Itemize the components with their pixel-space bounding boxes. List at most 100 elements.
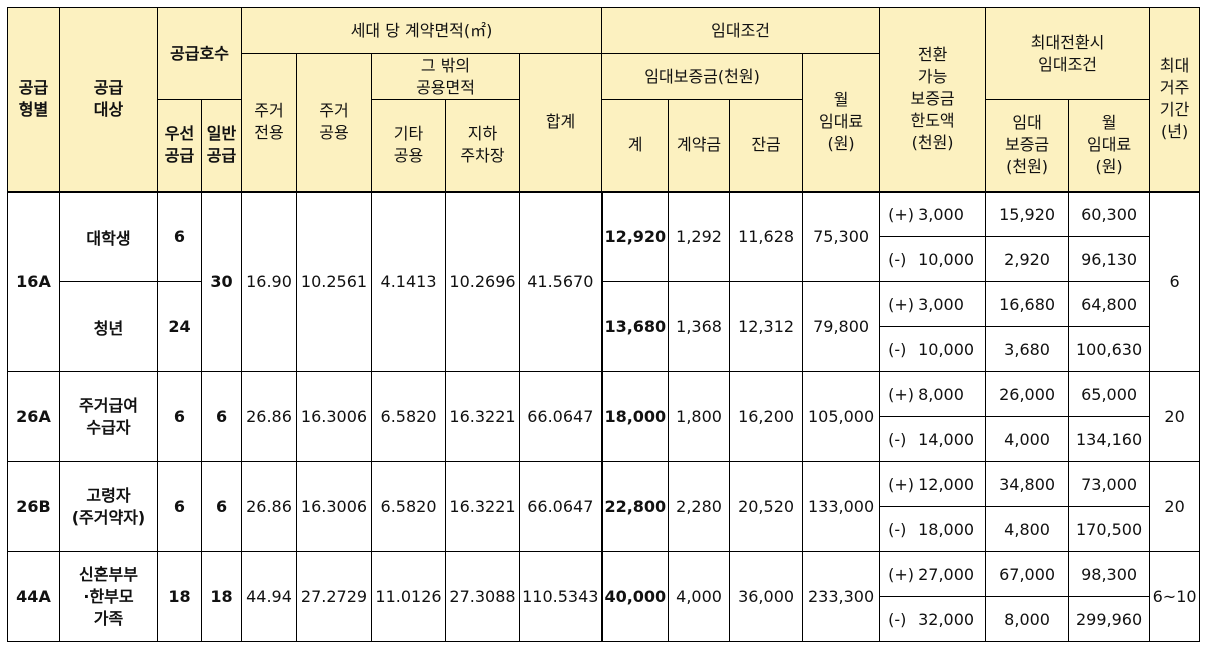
conversion-amount: 10,000 — [918, 249, 975, 269]
header-etc-common: 기타 공용 — [371, 99, 447, 192]
header-deposit-total: 계 — [601, 99, 670, 192]
cell-etc-common: 6.5820 — [371, 371, 447, 462]
cell-max-period: 20 — [1149, 371, 1201, 462]
cell-conversion-limit: (+) 27,000 — [879, 551, 987, 597]
cell-general: 6 — [200, 461, 243, 552]
cell-deposit-total: 13,680 — [600, 281, 670, 372]
cell-type: 26B — [7, 461, 60, 552]
conversion-sign: (+) — [888, 204, 914, 224]
table-body: 16A 대학생 6 30 16.90 10.2561 4.1413 10.269… — [7, 190, 1201, 642]
header-target: 공급 대상 — [59, 7, 158, 192]
conversion-amount: 18,000 — [918, 519, 975, 539]
conversion-amount: 10,000 — [918, 339, 975, 359]
cell-parking: 27.3088 — [445, 551, 521, 642]
cell-max-monthly: 98,300 — [1068, 551, 1151, 597]
header-deposit-balance: 잔금 — [729, 99, 804, 192]
conversion-sign: (-) — [888, 519, 907, 539]
header-monthly-rent: 월 임대료 (원) — [802, 53, 881, 192]
cell-max-deposit: 16,680 — [985, 281, 1070, 327]
table-row: (-) 32,000 8,000 299,960 — [8, 596, 1200, 642]
cell-max-deposit: 26,000 — [985, 371, 1070, 417]
cell-deposit-total: 40,000 — [600, 551, 670, 642]
cell-max-monthly: 73,000 — [1068, 461, 1151, 507]
cell-max-period: 6 — [1149, 190, 1201, 372]
cell-conversion-limit: (+) 12,000 — [879, 461, 987, 507]
cell-max-deposit: 2,920 — [985, 236, 1070, 282]
cell-parking: 10.2696 — [445, 190, 521, 372]
cell-deposit-balance: 36,000 — [729, 551, 804, 642]
cell-max-monthly: 170,500 — [1068, 506, 1151, 552]
cell-etc-common: 6.5820 — [371, 461, 447, 552]
header-deposit-contract: 계약금 — [668, 99, 731, 192]
table-row: 26A 주거급여 수급자 6 6 26.86 16.3006 6.5820 16.… — [7, 371, 1201, 462]
cell-conversion-limit: (-) 10,000 — [879, 236, 987, 282]
cell-priority: 18 — [157, 551, 202, 642]
cell-conversion-limit: (-) 14,000 — [879, 416, 987, 462]
cell-monthly-rent: 79,800 — [802, 281, 881, 372]
header-area-group: 세대 당 계약면적(㎡) — [241, 7, 603, 54]
cell-deposit-total: 18,000 — [600, 371, 670, 462]
cell-general: 18 — [200, 551, 243, 642]
cell-target: 청년 — [59, 281, 158, 372]
cell-max-monthly: 60,300 — [1068, 190, 1151, 237]
cell-max-deposit: 8,000 — [985, 596, 1070, 642]
cell-max-deposit: 4,800 — [985, 506, 1070, 552]
cell-max-period: 6~10 — [1149, 551, 1201, 642]
cell-target: 주거급여 수급자 — [59, 371, 158, 462]
cell-deposit-balance: 16,200 — [729, 371, 804, 462]
cell-deposit-contract: 1,292 — [668, 190, 731, 282]
cell-deposit-balance: 12,312 — [729, 281, 804, 372]
conversion-sign: (+) — [888, 564, 914, 584]
cell-max-deposit: 4,000 — [985, 416, 1070, 462]
table-row: (-) 18,000 4,800 170,500 — [8, 506, 1200, 552]
cell-monthly-rent: 105,000 — [802, 371, 881, 462]
cell-common-area: 27.2729 — [296, 551, 373, 642]
table-header: 공급 형별 공급 대상 공급호수 세대 당 계약면적(㎡) 임대조건 전환 가능 보증금… — [7, 7, 1201, 192]
header-max-conversion: 최대전환시 임대조건 — [985, 7, 1151, 100]
cell-deposit-balance: 20,520 — [729, 461, 804, 552]
cell-conversion-limit: (-) 10,000 — [879, 326, 987, 372]
conversion-amount: 8,000 — [918, 384, 964, 404]
cell-deposit-contract: 4,000 — [668, 551, 731, 642]
cell-deposit-contract: 2,280 — [668, 461, 731, 552]
cell-target: 신혼부부 ·한부모 가족 — [59, 551, 158, 642]
conversion-amount: 3,000 — [918, 204, 964, 224]
conversion-sign: (-) — [888, 429, 907, 449]
cell-common-area: 16.3006 — [296, 371, 373, 462]
cell-max-deposit: 67,000 — [985, 551, 1070, 597]
header-supply-count: 공급호수 — [156, 7, 243, 100]
cell-monthly-rent: 233,300 — [802, 551, 881, 642]
rental-conditions-table: 공급 형별 공급 대상 공급호수 세대 당 계약면적(㎡) 임대조건 전환 가능 보증금… — [7, 7, 1201, 642]
conversion-amount: 3,000 — [918, 294, 964, 314]
cell-total-area: 41.5670 — [519, 190, 603, 372]
cell-general: 6 — [200, 371, 243, 462]
header-lease-conditions: 임대조건 — [601, 7, 881, 54]
header-max-deposit: 임대 보증금 (천원) — [985, 99, 1070, 192]
conversion-amount: 32,000 — [918, 609, 975, 629]
cell-max-deposit: 34,800 — [985, 461, 1070, 507]
header-type: 공급 형별 — [7, 7, 60, 192]
cell-deposit-balance: 11,628 — [729, 190, 804, 282]
cell-max-deposit: 15,920 — [985, 190, 1070, 237]
conversion-sign: (-) — [888, 609, 907, 629]
header-max-period: 최대 거주 기간 (년) — [1149, 7, 1201, 192]
cell-max-monthly: 64,800 — [1068, 281, 1151, 327]
cell-etc-common: 11.0126 — [371, 551, 447, 642]
table-row: (-) 14,000 4,000 134,160 — [8, 416, 1200, 462]
cell-exclusive-area: 44.94 — [241, 551, 298, 642]
cell-type: 26A — [7, 371, 60, 462]
cell-total-area: 110.5343 — [519, 551, 603, 642]
cell-conversion-limit: (+) 3,000 — [879, 281, 987, 327]
cell-exclusive-area: 26.86 — [241, 371, 298, 462]
cell-total-area: 66.0647 — [519, 461, 603, 552]
cell-max-monthly: 96,130 — [1068, 236, 1151, 282]
cell-target: 고령자 (주거약자) — [59, 461, 158, 552]
cell-deposit-contract: 1,800 — [668, 371, 731, 462]
table-row: 44A 신혼부부 ·한부모 가족 18 18 44.94 27.2729 11.01… — [7, 551, 1201, 642]
header-other-common-area: 그 밖의 공용면적 — [371, 53, 521, 100]
header-deposit-group: 임대보증금(천원) — [601, 53, 804, 100]
cell-common-area: 10.2561 — [296, 190, 373, 372]
header-priority-supply: 우선 공급 — [157, 99, 202, 192]
rental-conditions-table-wrapper: 공급 형별 공급 대상 공급호수 세대 당 계약면적(㎡) 임대조건 전환 가능 보증금… — [7, 7, 1201, 642]
cell-max-monthly: 100,630 — [1068, 326, 1151, 372]
